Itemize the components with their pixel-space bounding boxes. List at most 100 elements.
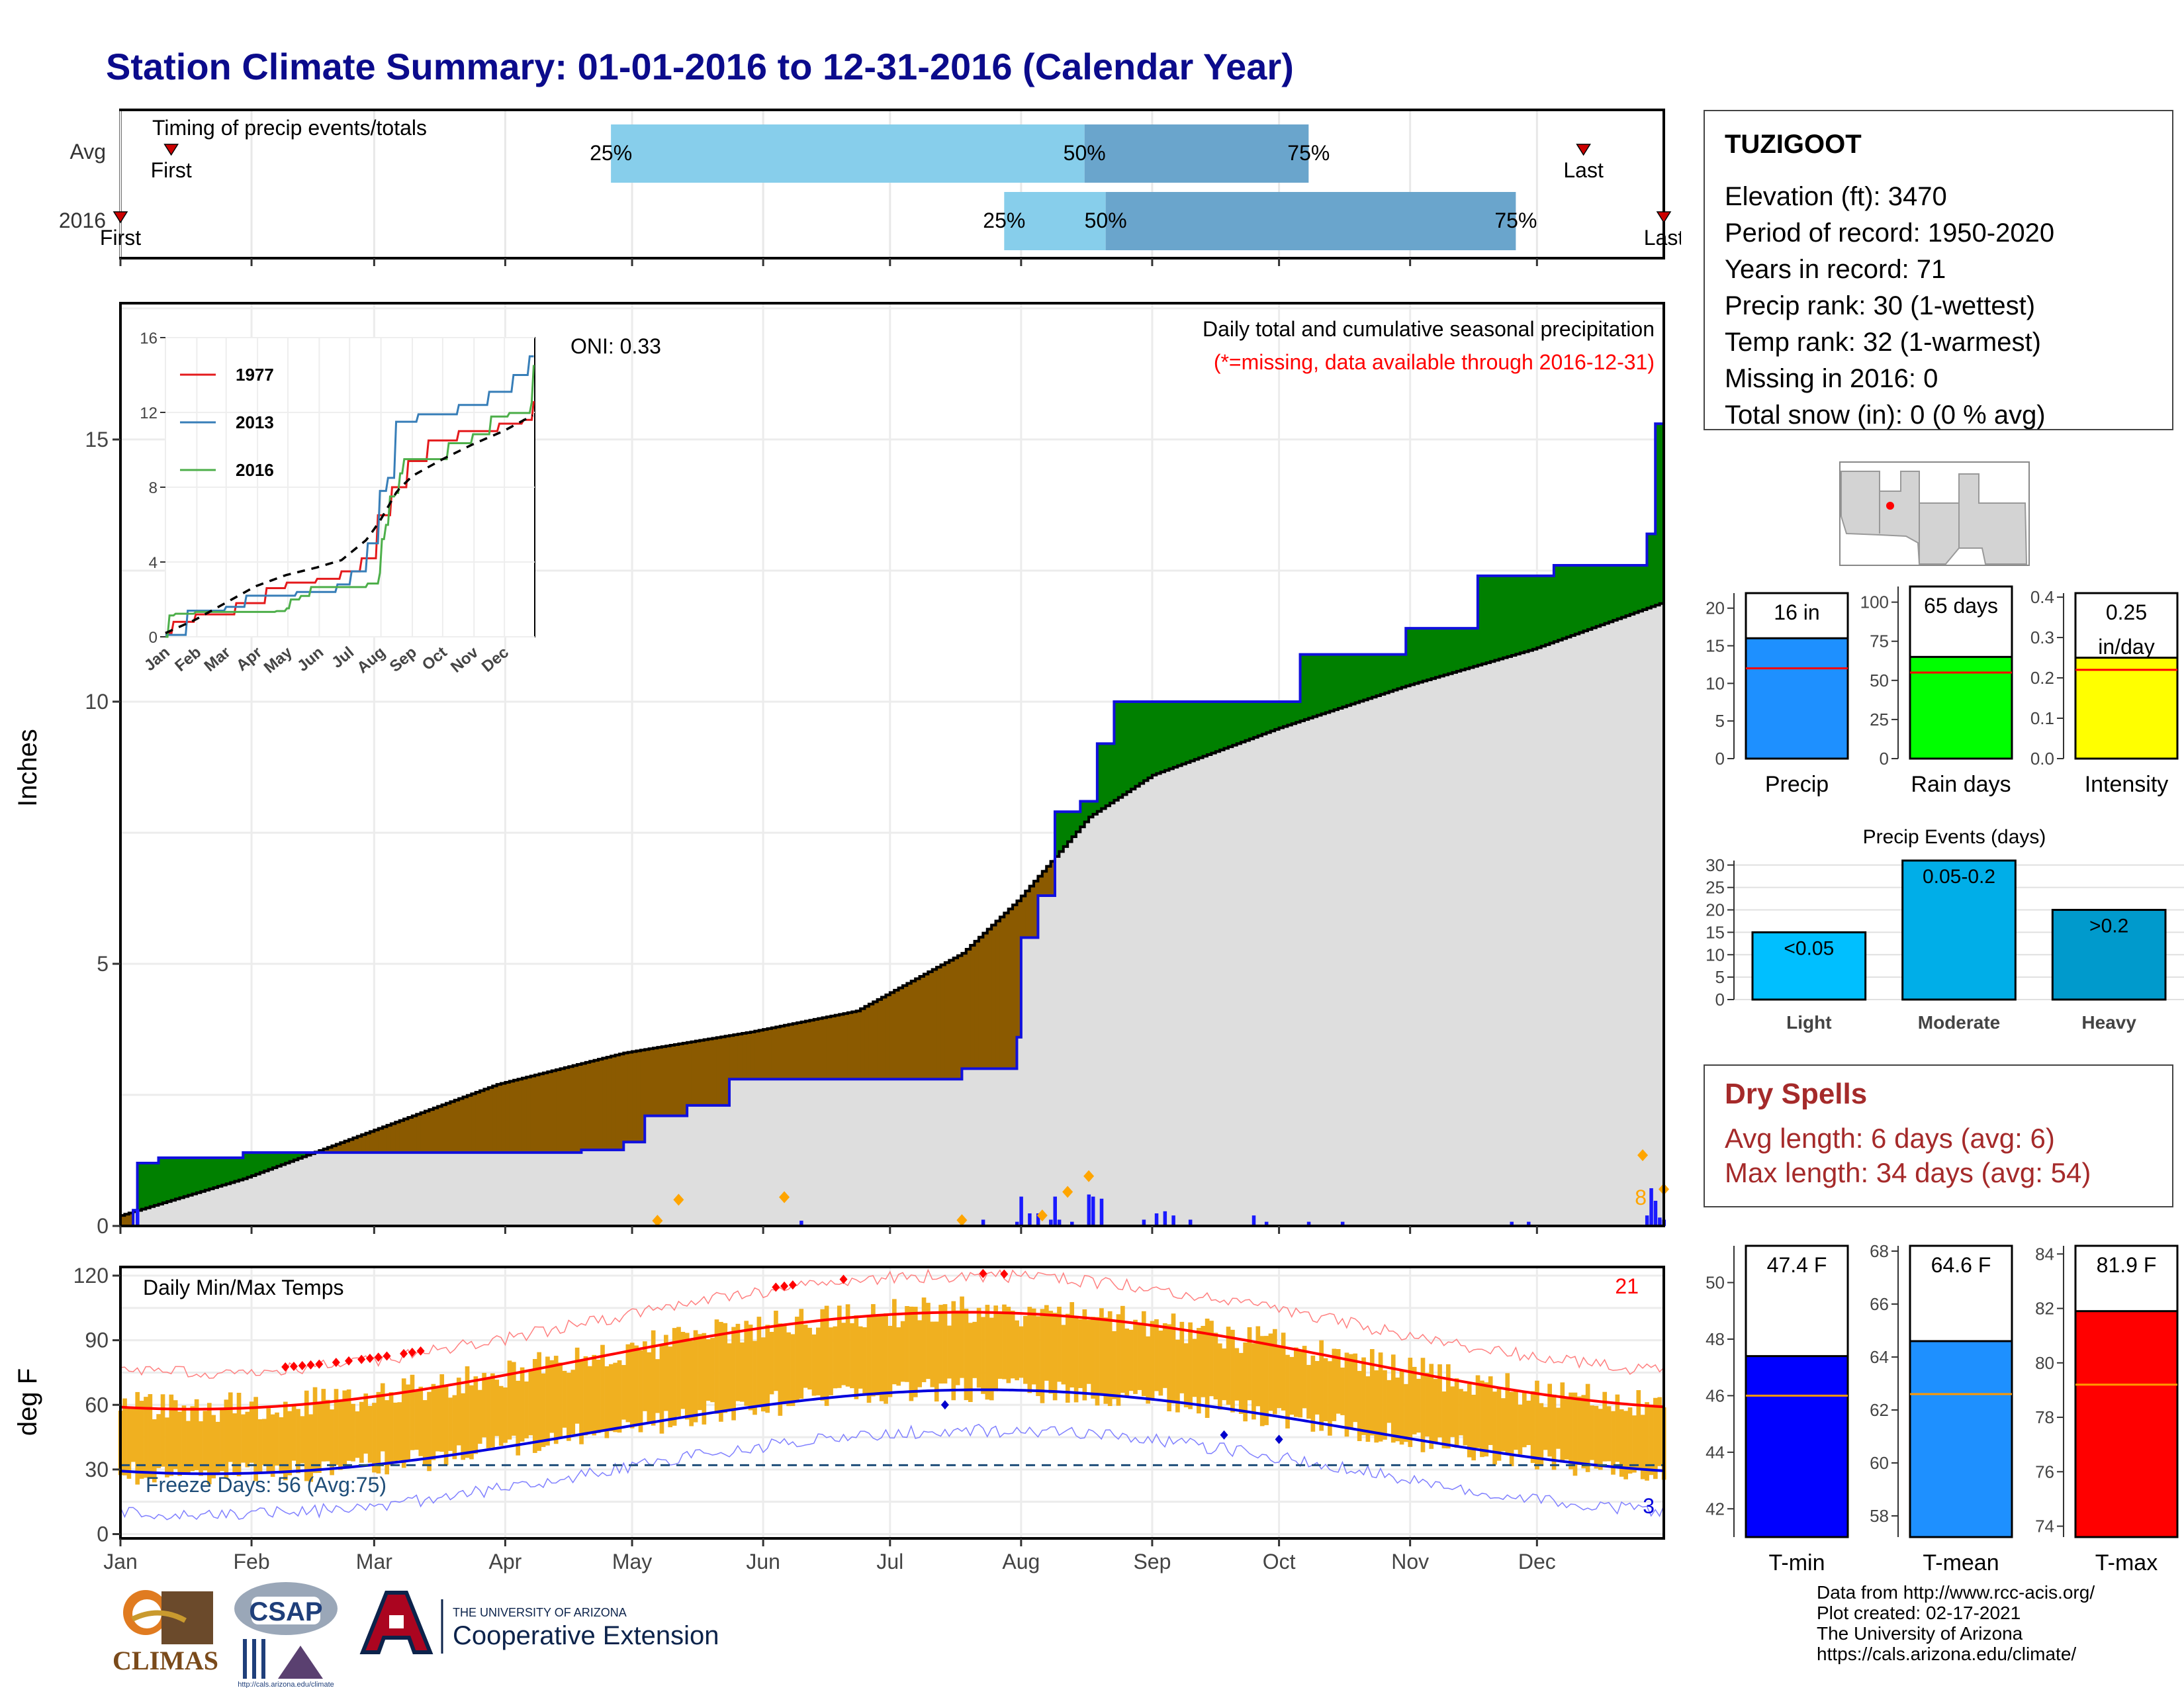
- record-high-marker: [780, 1281, 789, 1291]
- precip-departure-strip: [611, 1056, 616, 1150]
- daily-temp-bar: [997, 1311, 1003, 1379]
- daily-temp-bar: [1505, 1373, 1510, 1454]
- daily-temp-bar: [884, 1313, 888, 1404]
- extreme-event-marker: [673, 1194, 684, 1206]
- daily-temp-bar: [1234, 1348, 1240, 1401]
- daily-temp-bar: [1103, 1317, 1109, 1404]
- tmean-ytick-label: 68: [1870, 1241, 1889, 1261]
- precip-departure-strip: [1634, 565, 1639, 613]
- precip-departure-strip: [1308, 654, 1314, 718]
- precip-departure-strip: [1241, 701, 1246, 742]
- daily-temp-bar: [1293, 1347, 1298, 1417]
- precip-departure-strip: [213, 1158, 218, 1188]
- tmin-title: T-min: [1769, 1550, 1825, 1575]
- daily-temp-bar: [190, 1406, 195, 1472]
- daily-temp-bar: [1031, 1308, 1036, 1385]
- precip-departure-strip: [264, 1152, 269, 1171]
- daily-temp-bar: [122, 1398, 127, 1476]
- timing-pct-label: 25%: [983, 209, 1025, 232]
- daily-temp-bar: [1501, 1398, 1506, 1452]
- daily-temp-bar: [1349, 1354, 1353, 1430]
- precip-departure-strip: [716, 1037, 721, 1105]
- precip-departure-strip: [357, 1136, 362, 1153]
- precip-departure-strip: [1338, 654, 1343, 708]
- daily-temp-bar: [1416, 1378, 1421, 1433]
- daily-temp-bar: [1390, 1354, 1396, 1443]
- precip-title: Precip: [1765, 772, 1829, 797]
- precip-departure-strip: [999, 917, 1005, 1069]
- daily-temp-bar: [926, 1303, 931, 1380]
- credit-url: https://cals.arizona.edu/climate/: [1817, 1644, 2077, 1664]
- precip-departure-strip: [649, 1049, 654, 1116]
- record-high-marker: [788, 1280, 797, 1290]
- daily-precip-bar: [1251, 1215, 1256, 1226]
- precip-departure-strip: [1443, 628, 1449, 675]
- daily-temp-bar: [181, 1405, 187, 1475]
- daily-temp-bar: [275, 1412, 279, 1466]
- daily-temp-bar: [1564, 1399, 1569, 1460]
- precip-departure-strip: [1236, 701, 1242, 744]
- inset-ytick-label: 12: [140, 404, 158, 422]
- ua-big-text: Cooperative Extension: [453, 1621, 719, 1650]
- precip-departure-strip: [441, 1105, 447, 1153]
- daily-temp-bar: [850, 1323, 854, 1389]
- precip-departure-strip: [1346, 654, 1351, 706]
- daily-temp-bar: [583, 1356, 588, 1436]
- timing-quartile-bar-low: [1004, 192, 1106, 250]
- record-min-line: [120, 1423, 1664, 1521]
- daily-temp-bar: [1036, 1316, 1040, 1396]
- precip-departure-strip: [1545, 575, 1551, 645]
- credit-university: The University of Arizona: [1817, 1623, 2023, 1644]
- precip-ytick-label: 20: [1706, 598, 1725, 618]
- daily-temp-bar: [727, 1343, 732, 1411]
- precip-departure-strip: [1410, 628, 1415, 685]
- daily-temp-bar: [1255, 1326, 1261, 1407]
- tmax-ytick-label: 74: [2035, 1517, 2054, 1536]
- daily-temp-bar: [896, 1327, 901, 1386]
- raindays-ytick-label: 25: [1870, 710, 1889, 729]
- daily-temp-bar: [249, 1401, 254, 1463]
- precip-departure-strip: [1452, 628, 1457, 673]
- daily-temp-bar: [976, 1307, 981, 1388]
- daily-temp-bar: [1514, 1389, 1518, 1450]
- precip-departure-strip: [158, 1158, 163, 1204]
- daily-temp-bar: [1378, 1352, 1383, 1442]
- daily-temp-bar: [363, 1393, 369, 1454]
- month-label: Jul: [876, 1550, 903, 1573]
- precip-departure-strip: [1570, 565, 1576, 636]
- precip-departure-strip: [378, 1128, 383, 1153]
- daily-temp-bar: [410, 1374, 415, 1450]
- daily-temp-bar: [1569, 1392, 1573, 1470]
- events-ytick-label: 25: [1706, 878, 1725, 898]
- precip-departure-strip: [1312, 654, 1318, 717]
- precip-departure-strip: [365, 1133, 371, 1153]
- precip-departure-strip: [1211, 701, 1216, 753]
- daily-temp-bar: [985, 1305, 990, 1400]
- precip-departure-strip: [813, 1019, 819, 1080]
- daily-precip-bar: [1649, 1188, 1653, 1226]
- precip-departure-strip: [1342, 654, 1347, 707]
- daily-temp-bar: [224, 1399, 229, 1479]
- daily-temp-bar: [1048, 1311, 1054, 1394]
- precip-departure-strip: [251, 1152, 257, 1176]
- daily-temp-bar: [1201, 1325, 1206, 1397]
- daily-temp-bar: [942, 1304, 948, 1383]
- precip-departure-strip: [1537, 575, 1542, 648]
- record-high-marker: [408, 1347, 416, 1357]
- precip-departure-strip: [868, 1004, 874, 1080]
- daily-temp-bar: [905, 1306, 909, 1382]
- precip-departure-strip: [226, 1158, 231, 1184]
- dry-spells-max: Max length: 34 days (avg: 54): [1725, 1157, 2091, 1188]
- precip-departure-strip: [788, 1024, 794, 1080]
- daily-temp-bar: [570, 1370, 576, 1434]
- precip-departure-strip: [666, 1046, 671, 1116]
- daily-temp-bar: [1057, 1307, 1062, 1382]
- daily-temp-bar: [253, 1397, 258, 1481]
- daily-temp-bar: [1560, 1382, 1565, 1463]
- precip-departure-strip: [915, 978, 921, 1080]
- events-bar: [1751, 931, 1867, 1001]
- daily-temp-bar: [1488, 1376, 1493, 1445]
- intensity-ytick-label: 0.1: [2030, 708, 2054, 728]
- daily-temp-bar: [1268, 1333, 1273, 1411]
- precip-departure-strip: [640, 1050, 645, 1143]
